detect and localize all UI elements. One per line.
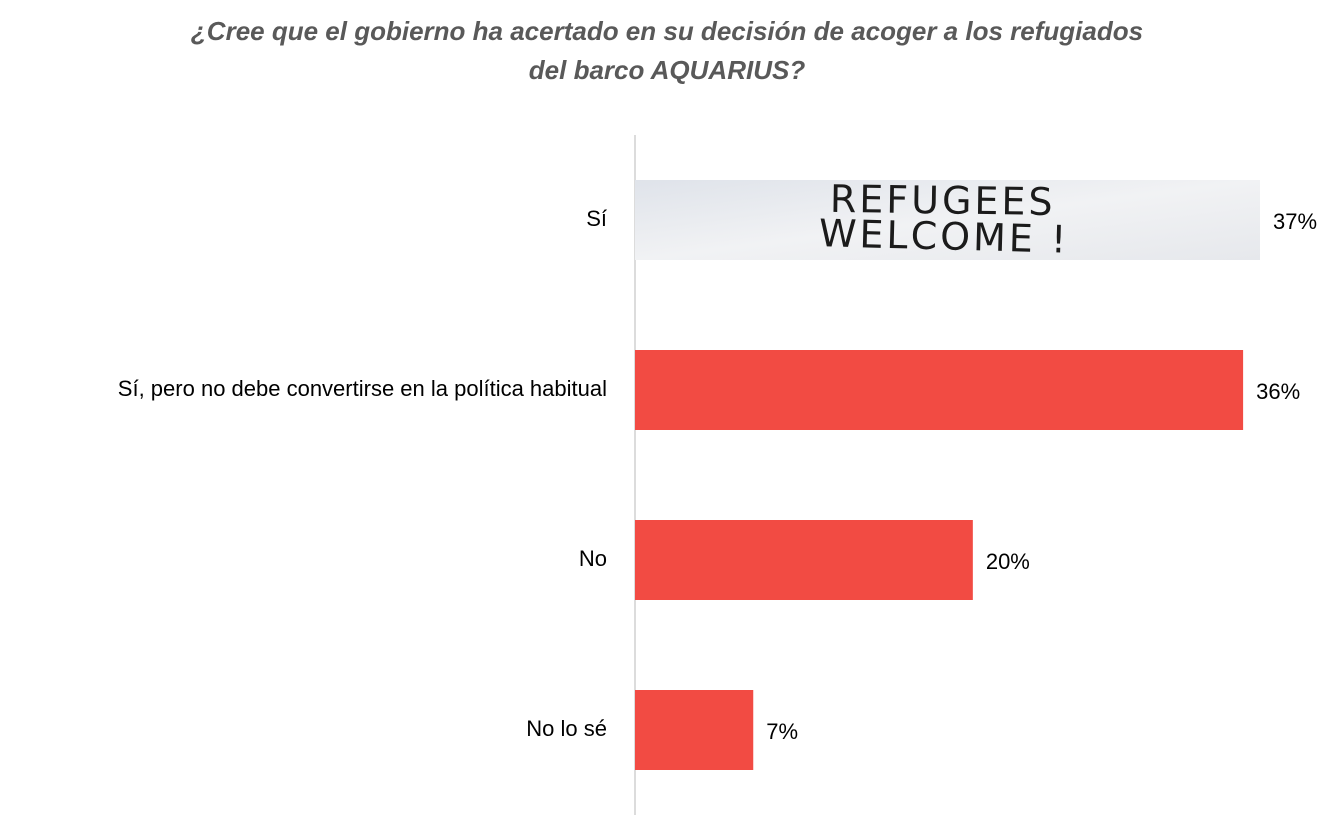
value-label: 37% [1273, 209, 1317, 234]
bar [635, 350, 1244, 430]
image-text: WELCOME ! [818, 211, 1069, 262]
chart-title: del barco AQUARIUS? [529, 55, 806, 85]
bar [635, 690, 754, 770]
bar [635, 180, 1260, 260]
value-label: 7% [766, 719, 798, 744]
image-text: REFUGEES [830, 177, 1056, 224]
category-label: Sí, pero no debe convertirse en la polít… [118, 376, 607, 401]
category-label: Sí [586, 206, 607, 231]
category-label: No [579, 546, 607, 571]
value-label: 36% [1256, 379, 1300, 404]
value-label: 20% [986, 549, 1030, 574]
category-label: No lo sé [526, 716, 607, 741]
chart-title: ¿Cree que el gobierno ha acertado en su … [191, 16, 1143, 46]
bar [635, 520, 973, 600]
